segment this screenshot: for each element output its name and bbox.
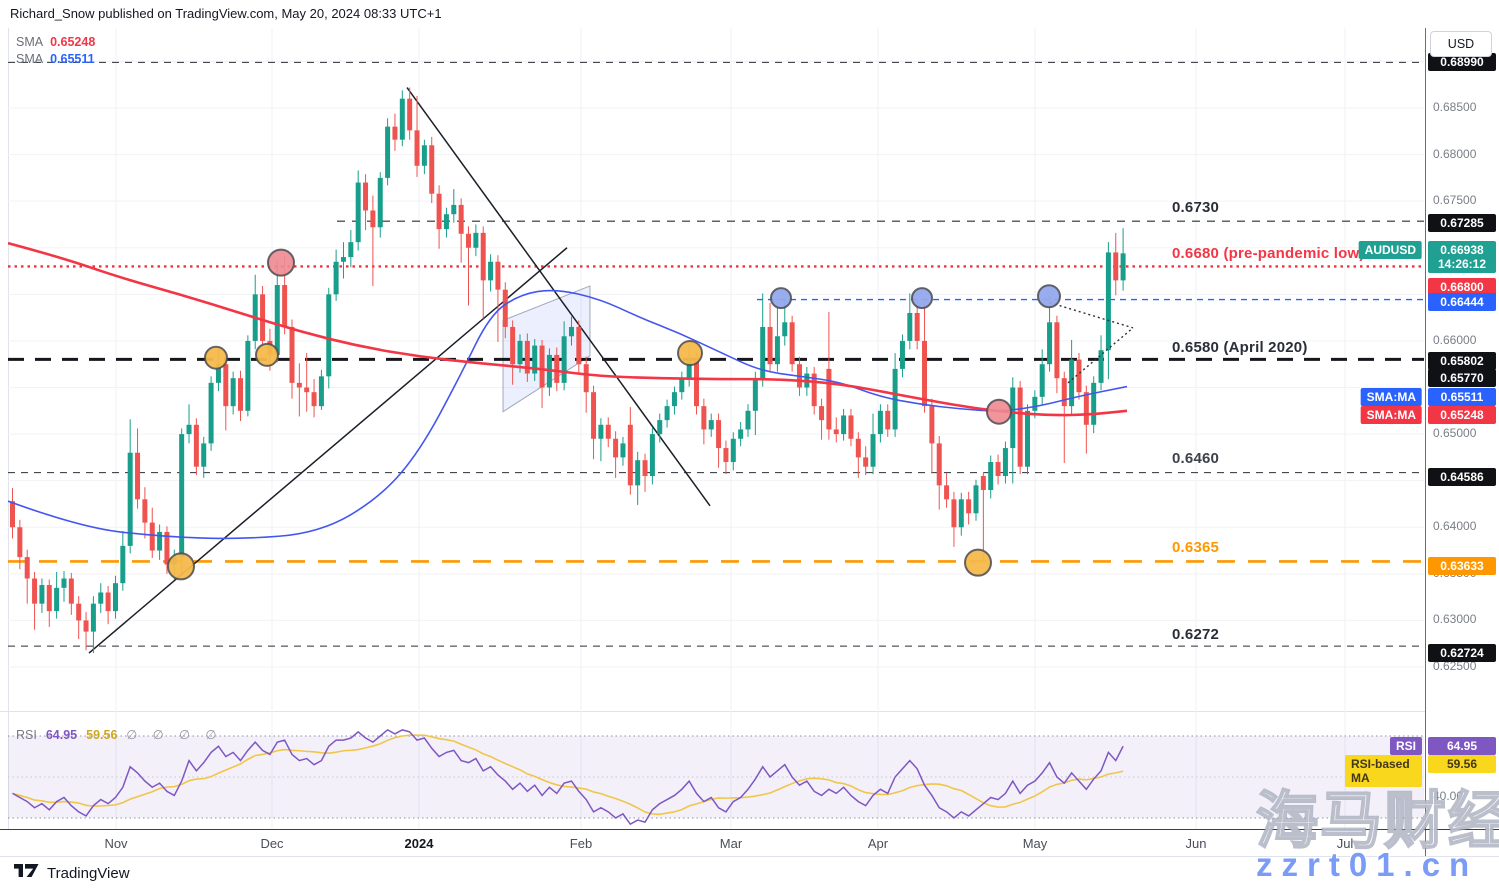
time-axis[interactable]: Nov Dec 2024 Feb Mar Apr May Jun Jul bbox=[0, 830, 1499, 856]
pennant-pattern bbox=[1049, 302, 1134, 384]
price-axis-label: 0.68500 bbox=[1433, 100, 1477, 114]
time-axis-label: 2024 bbox=[404, 836, 434, 851]
price-pill: 0.62724 bbox=[1428, 644, 1496, 662]
pane-left-border bbox=[8, 28, 9, 829]
price-axis-label: 0.65000 bbox=[1433, 426, 1477, 441]
watermark-url-text: zzrt01.cn bbox=[1256, 846, 1479, 883]
time-axis-label: Nov bbox=[104, 836, 128, 851]
price-pill: 0.66444 bbox=[1428, 293, 1496, 311]
time-axis-label: May bbox=[1022, 836, 1048, 851]
price-pill: 0.63633 bbox=[1428, 557, 1496, 575]
price-axis-label: 0.64000 bbox=[1433, 519, 1477, 534]
sma-50-legend-row: SMA 0.65511 bbox=[16, 50, 95, 67]
price-axis[interactable]: 0.685000.680000.675000.670000.660000.650… bbox=[1427, 0, 1499, 860]
time-axis-label: Dec bbox=[260, 836, 284, 851]
sma-50-label: SMA bbox=[16, 51, 44, 66]
rsi-ma-value: 59.56 bbox=[86, 727, 118, 742]
sma-legend: SMA 0.65248 SMA 0.65511 bbox=[16, 33, 95, 67]
price-axis-label: 0.63000 bbox=[1433, 612, 1477, 627]
price-pill: 0.67285 bbox=[1428, 214, 1496, 232]
level-lines bbox=[8, 61, 1424, 647]
rsi-label: RSI bbox=[16, 727, 37, 742]
price-pill: 0.65802 bbox=[1428, 352, 1496, 370]
rsi-hidden-params: ∅ ∅ ∅ ∅ bbox=[126, 728, 223, 742]
rsi-tag: RSI bbox=[1389, 737, 1422, 755]
rsi-legend: RSI 64.95 59.56 ∅ ∅ ∅ ∅ bbox=[16, 727, 223, 743]
rsi-pane bbox=[8, 728, 1424, 826]
sma-200-legend-row: SMA 0.65248 bbox=[16, 33, 95, 50]
time-axis-label: Jun bbox=[1185, 836, 1207, 851]
price-pill: 0.66938 14:26:12 bbox=[1428, 241, 1496, 273]
price-pill: 0.64586 bbox=[1428, 468, 1496, 486]
time-axis-bottom-border bbox=[0, 856, 1499, 857]
currency-toggle-button[interactable]: USD bbox=[1430, 31, 1492, 57]
price-axis-label: 0.67500 bbox=[1433, 193, 1477, 208]
tradingview-footer-link[interactable]: TradingView bbox=[14, 862, 130, 884]
pane-separator[interactable] bbox=[0, 711, 1425, 712]
sma-ma-tag: SMA:MA bbox=[1360, 406, 1422, 424]
price-pill: 0.68990 bbox=[1428, 53, 1496, 71]
event-markers bbox=[167, 248, 1061, 581]
sma-200-label: SMA bbox=[16, 34, 44, 49]
price-pill: 0.65770 bbox=[1428, 369, 1496, 387]
flag-pattern bbox=[502, 285, 591, 413]
time-axis-label: Feb bbox=[569, 836, 593, 851]
level-annotation: 0.6272 bbox=[1172, 625, 1220, 643]
tradingview-brand-text: TradingView bbox=[47, 864, 130, 882]
level-annotation: 0.6730 bbox=[1172, 198, 1220, 216]
level-annotation: 0.6680 (pre-pandemic low) bbox=[1172, 245, 1365, 263]
level-annotation: 0.6365 bbox=[1172, 538, 1220, 556]
sma-ma-tag: SMA:MA bbox=[1360, 388, 1422, 406]
countdown-timer: 14:26:12 bbox=[1437, 257, 1487, 271]
price-axis-label: 0.68000 bbox=[1433, 146, 1477, 161]
rsi-pill: 59.56 bbox=[1428, 755, 1496, 773]
rsi-value: 64.95 bbox=[45, 727, 78, 742]
publication-byline: Richard_Snow published on TradingView.co… bbox=[10, 6, 442, 21]
time-axis-border bbox=[0, 829, 1499, 830]
time-axis-label: Jul bbox=[1336, 836, 1354, 851]
sma-200-value: 0.65248 bbox=[50, 34, 96, 49]
price-axis-label: 0.62500 bbox=[1433, 659, 1477, 674]
price-pill: 0.65511 bbox=[1428, 388, 1496, 406]
rsi-pill: 64.95 bbox=[1428, 737, 1496, 755]
rsi-axis-label: 40.00 bbox=[1433, 789, 1464, 803]
moving-averages bbox=[8, 241, 1128, 540]
symbol-tag: AUDUSD bbox=[1358, 241, 1422, 259]
tradingview-logo-icon bbox=[14, 862, 39, 884]
price-pill: 0.66800 bbox=[1428, 278, 1496, 296]
price-axis-label: 0.66000 bbox=[1433, 332, 1477, 347]
level-annotation: 0.6460 bbox=[1172, 450, 1220, 468]
grid-lines bbox=[8, 28, 1424, 829]
rsi-tag: RSI-based MA bbox=[1345, 755, 1422, 787]
chart-canvas[interactable] bbox=[0, 0, 1499, 860]
watermark-cjk-text: 海马财经 bbox=[1255, 786, 1499, 857]
price-pill: 0.65248 bbox=[1428, 406, 1496, 424]
level-annotation: 0.6580 (April 2020) bbox=[1172, 338, 1308, 356]
time-axis-label: Apr bbox=[867, 836, 889, 851]
time-axis-label: Mar bbox=[719, 836, 743, 851]
price-axis-border bbox=[1425, 28, 1426, 857]
sma-50-value: 0.65511 bbox=[50, 51, 95, 66]
